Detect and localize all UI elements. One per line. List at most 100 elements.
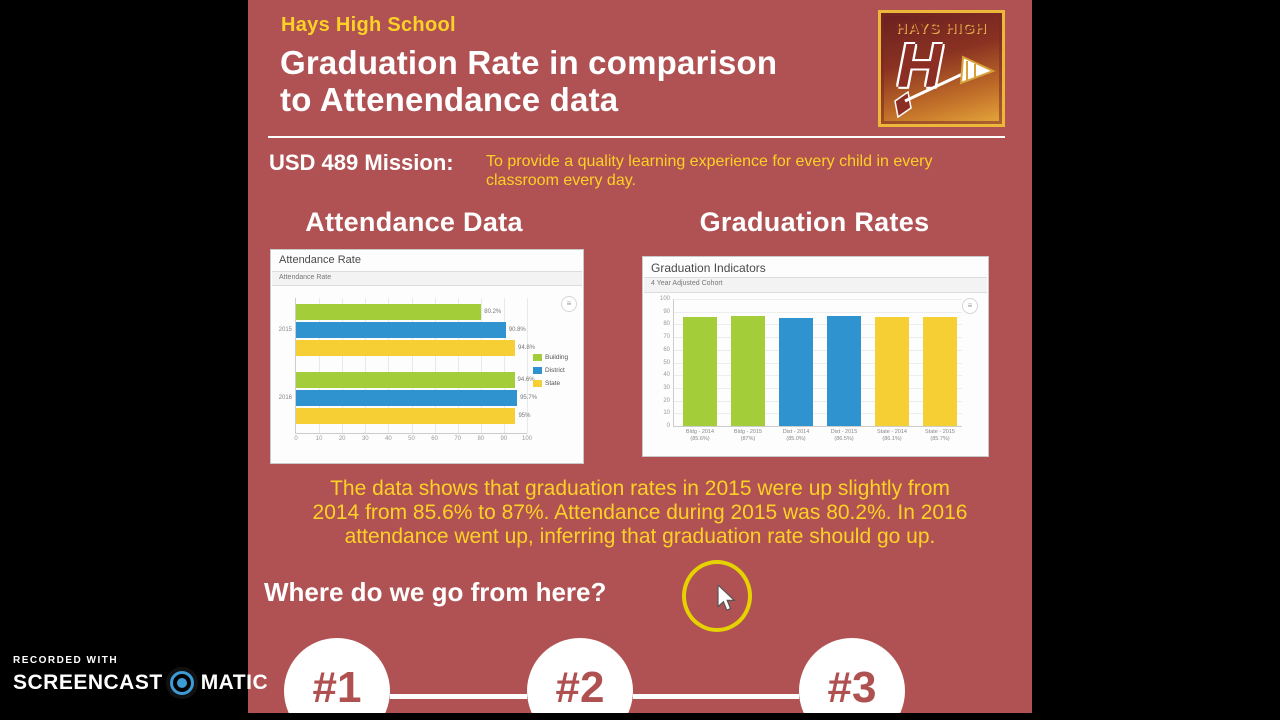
school-name: Hays High School xyxy=(281,14,456,36)
bar xyxy=(779,318,813,426)
step-connector xyxy=(390,694,527,699)
gridline xyxy=(480,298,482,433)
category-label: Bldg - 2014 (85.6%) xyxy=(676,429,724,442)
screencast-watermark: RECORDED WITH SCREENCAST MATIC xyxy=(13,655,268,695)
legend-item: Building xyxy=(533,354,568,361)
analysis-paragraph: The data shows that graduation rates in … xyxy=(250,477,1030,549)
gridline xyxy=(674,387,962,389)
axis-tick-label: 100 xyxy=(659,296,670,302)
bar xyxy=(296,322,506,338)
gridline xyxy=(674,324,962,326)
category-name: Bldg - 2015 xyxy=(733,429,763,435)
gridline xyxy=(674,311,962,313)
attendance-legend: Building District State xyxy=(533,354,568,393)
bar-value-label: 94.6% xyxy=(517,377,535,383)
step-circle-1: #1 xyxy=(284,638,390,713)
axis-tick-label: 20 xyxy=(338,436,346,442)
gridline xyxy=(503,298,505,433)
gridline xyxy=(319,298,321,433)
category-label: Dist - 2014 (85.0%) xyxy=(772,429,820,442)
attendance-chart-subtitle: Attendance Rate xyxy=(272,271,582,286)
axis-tick-label: 60 xyxy=(431,436,438,442)
attendance-chart-title: Attendance Rate xyxy=(279,254,361,266)
bar xyxy=(296,408,516,424)
category-value: (86.5%) xyxy=(834,435,854,442)
axis-tick-label: 40 xyxy=(385,436,392,442)
legend-item: State xyxy=(533,380,568,387)
school-logo: HAYS HIGH H xyxy=(878,10,1005,127)
gridline xyxy=(674,337,962,339)
category-name: State - 2015 xyxy=(925,429,955,435)
axis-tick-label: 30 xyxy=(361,436,369,442)
chart-context-menu-icon[interactable]: ≡ xyxy=(962,298,978,314)
analysis-line: The data shows that graduation rates in … xyxy=(330,477,950,500)
axis-tick-label: 10 xyxy=(315,436,323,442)
category-label: 2016 xyxy=(278,395,292,401)
graduation-chart-card: Graduation Indicators 4 Year Adjusted Co… xyxy=(642,256,989,457)
axis-tick-label: 20 xyxy=(663,397,670,404)
axis-tick-label: 10 xyxy=(663,410,670,417)
bar-value-label: 90.8% xyxy=(508,327,526,333)
category-name: Bldg - 2014 xyxy=(685,429,715,435)
category-value: (85.6%) xyxy=(690,435,710,442)
step-circle-2: #2 xyxy=(527,638,633,713)
bar-value-label: 80.2% xyxy=(484,309,502,315)
mission-label: USD 489 Mission: xyxy=(269,150,454,175)
chart-context-menu-icon[interactable]: ≡ xyxy=(561,296,577,312)
category-label: State - 2015 (85.7%) xyxy=(916,429,964,442)
legend-label: District xyxy=(545,367,565,374)
watermark-brand-left: SCREENCAST xyxy=(13,671,163,694)
gridline xyxy=(527,298,528,433)
graduation-section-heading: Graduation Rates xyxy=(699,207,930,237)
axis-tick-label: 40 xyxy=(663,372,670,379)
category-label: Bldg - 2015 (87%) xyxy=(724,429,772,442)
watermark-brand: SCREENCAST MATIC xyxy=(13,671,268,695)
axis-tick-label: 80 xyxy=(663,321,670,328)
bar xyxy=(923,317,957,426)
attendance-section-heading: Attendance Data xyxy=(305,207,523,237)
gridline xyxy=(365,298,367,433)
category-label: Dist - 2015 (86.5%) xyxy=(820,429,868,442)
axis-tick-label: 60 xyxy=(663,346,670,353)
gridline xyxy=(674,375,962,377)
category-value: (87%) xyxy=(740,435,756,442)
bar xyxy=(731,315,765,426)
mission-text: To provide a quality learning experience… xyxy=(486,153,933,189)
category-value: (85.7%) xyxy=(930,435,950,442)
category-value: (86.1%) xyxy=(882,435,902,442)
watermark-brand-right: MATIC xyxy=(200,671,269,694)
axis-tick-label: 70 xyxy=(454,436,462,442)
bar-value-label: 95% xyxy=(518,413,531,419)
bar-value-label: 94.8% xyxy=(517,345,535,351)
gridline xyxy=(674,413,962,415)
bar xyxy=(827,316,861,426)
infographic-slide: Hays High School Graduation Rate in comp… xyxy=(248,0,1032,713)
axis-tick-label: 50 xyxy=(408,436,415,442)
watermark-recorded-with: RECORDED WITH xyxy=(13,655,119,666)
category-value: (85.0%) xyxy=(786,435,806,442)
gridline xyxy=(674,400,962,402)
school-logo-letter: H xyxy=(897,32,942,101)
header-divider xyxy=(268,136,1005,138)
category-label: 2015 xyxy=(278,327,292,333)
graduation-chart-title: Graduation Indicators xyxy=(651,261,766,275)
mouse-cursor-icon xyxy=(717,585,736,611)
axis-tick-label: 80 xyxy=(477,436,485,442)
graduation-plot-area: 100 90 80 70 60 50 40 30 20 10 0 Bldg - 2014 (85.6%)… xyxy=(660,296,962,442)
bar xyxy=(296,304,482,320)
gridline xyxy=(388,298,390,433)
legend-swatch xyxy=(533,354,542,361)
gridline xyxy=(411,298,413,433)
axis-tick-label: 50 xyxy=(663,359,670,366)
bar xyxy=(296,372,515,388)
legend-swatch xyxy=(533,380,542,387)
axis-tick-label: 90 xyxy=(500,436,508,442)
bar-value-label: 95.7% xyxy=(520,395,538,401)
attendance-chart-card: Attendance Rate Attendance Rate ≡ 0 10 20 3… xyxy=(270,249,584,464)
gridline xyxy=(674,362,962,364)
next-steps-heading: Where do we go from here? xyxy=(264,577,607,607)
legend-label: Building xyxy=(545,354,569,361)
legend-item: District xyxy=(533,367,568,374)
category-name: Dist - 2014 xyxy=(782,429,810,435)
